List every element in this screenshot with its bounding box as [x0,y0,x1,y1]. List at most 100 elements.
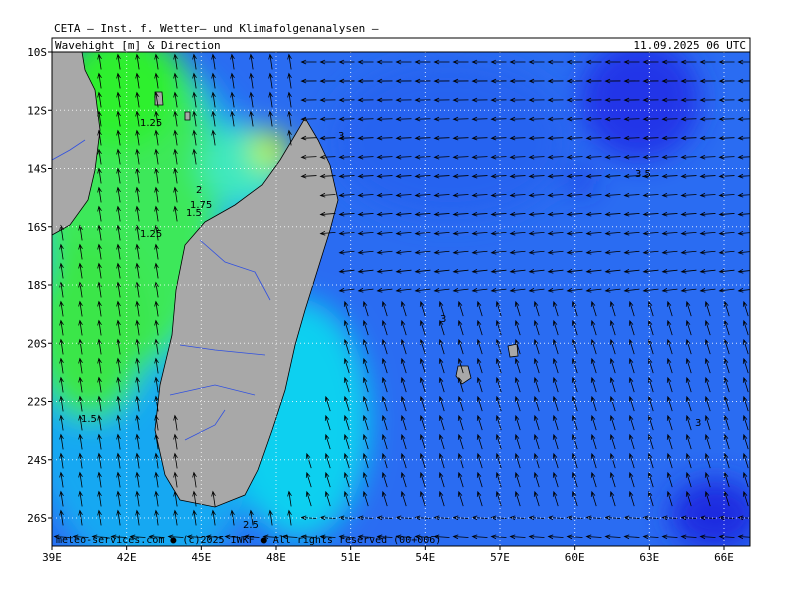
direction-arrow [135,91,140,108]
direction-arrow [357,249,374,255]
direction-arrow [343,490,350,507]
direction-arrow [97,376,102,393]
direction-arrow [338,249,355,255]
direction-arrow [319,59,336,65]
direction-arrow [490,97,507,103]
direction-arrow [433,249,450,255]
direction-arrow [609,414,616,431]
direction-arrow [623,78,640,84]
direction-arrow [395,269,412,274]
direction-arrow [742,452,749,469]
direction-arrow [135,262,140,279]
direction-arrow [300,97,317,103]
direction-arrow [211,72,216,89]
direction-arrow [338,59,355,65]
direction-arrow [476,490,483,507]
direction-arrow [400,376,407,393]
direction-arrow [173,91,178,108]
direction-arrow [400,433,407,450]
direction-arrow [604,59,621,65]
direction-arrow [97,471,102,488]
direction-arrow [509,154,526,160]
direction-arrow [135,110,140,127]
direction-arrow [433,59,450,65]
direction-arrow [571,490,578,507]
direction-arrow [457,414,464,431]
direction-arrow [628,300,635,317]
direction-arrow [452,211,469,217]
direction-arrow [97,300,102,317]
direction-arrow [590,357,597,374]
direction-arrow [324,433,331,450]
direction-arrow [628,433,635,450]
direction-arrow [704,452,711,469]
direction-arrow [666,357,673,374]
direction-arrow [685,376,692,393]
direction-arrow [590,490,597,507]
direction-arrow [476,395,483,412]
direction-arrow [476,338,483,355]
direction-arrow [59,262,64,279]
direction-arrow [438,471,445,488]
direction-arrow [623,534,640,540]
direction-arrow [718,173,735,179]
direction-arrow [742,357,749,374]
frame [51,51,751,547]
direction-arrow [357,288,374,293]
direction-arrow [287,490,292,507]
direction-arrow [116,224,121,241]
contour-label: 2 [196,185,202,196]
direction-arrow [547,269,564,274]
direction-arrow [457,376,464,393]
direction-arrow [338,116,355,122]
direction-arrow [268,91,273,108]
direction-arrow [699,192,716,198]
direction-arrow [419,319,426,336]
direction-arrow [78,452,83,469]
direction-arrow [116,110,121,127]
direction-arrow [357,135,374,141]
subtitle: Wavehight [m] & Direction [55,39,221,52]
direction-arrow [135,452,140,469]
direction-arrow [362,395,369,412]
direction-arrow [135,433,140,450]
direction-arrow [528,230,545,236]
direction-arrow [97,433,102,450]
direction-arrow [97,224,102,241]
direction-arrow [699,211,716,217]
direction-arrow [400,395,407,412]
direction-arrow [704,490,711,507]
direction-arrow [604,135,621,141]
direction-arrow [395,534,412,540]
direction-arrow [395,78,412,84]
direction-arrow [661,211,678,217]
direction-arrow [737,192,750,198]
direction-arrow [97,167,102,184]
direction-arrow [552,300,559,317]
direction-arrow [585,59,602,65]
direction-arrow [192,129,197,146]
direction-arrow [661,59,678,65]
direction-arrow [623,288,640,293]
direction-arrow [249,110,254,127]
contour-label: 3.5 [635,169,651,180]
direction-arrow [343,357,350,374]
direction-arrow [249,53,254,70]
direction-arrow [192,148,197,165]
direction-arrow [471,192,488,198]
direction-arrow [319,135,336,141]
direction-arrow [552,319,559,336]
direction-arrow [192,72,197,89]
direction-arrow [737,288,750,293]
direction-arrow [438,300,445,317]
direction-arrow [173,433,178,450]
direction-arrow [666,452,673,469]
direction-arrow [268,110,273,127]
direction-arrow [192,110,197,127]
direction-arrow [528,78,545,84]
direction-arrow [642,288,659,293]
direction-arrow [419,433,426,450]
direction-arrow [419,357,426,374]
direction-arrow [135,357,140,374]
